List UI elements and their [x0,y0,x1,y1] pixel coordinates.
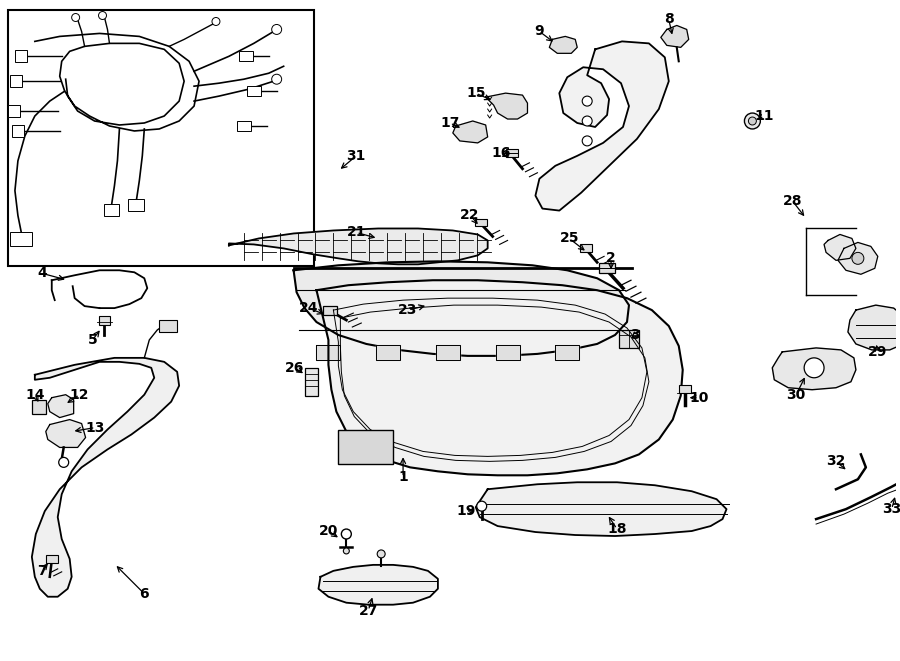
Bar [237,121,251,131]
Circle shape [212,17,220,26]
Circle shape [477,501,487,511]
Bar [304,368,319,396]
Polygon shape [48,395,74,418]
Circle shape [582,136,592,146]
Bar [46,555,58,563]
Polygon shape [476,483,726,536]
Polygon shape [848,305,900,350]
Text: 14: 14 [25,388,45,402]
Bar [338,430,393,465]
Text: 21: 21 [346,225,366,239]
Text: 13: 13 [86,420,105,434]
Circle shape [72,13,79,21]
Polygon shape [453,121,488,143]
Circle shape [582,96,592,106]
Polygon shape [496,345,519,360]
Text: 32: 32 [826,454,846,469]
Text: 11: 11 [754,109,774,123]
Circle shape [272,74,282,84]
Text: 20: 20 [319,524,338,538]
Bar [679,385,690,393]
Text: 15: 15 [466,86,485,100]
Circle shape [744,113,760,129]
Bar [247,86,261,96]
Polygon shape [838,243,878,274]
Text: 17: 17 [440,116,460,130]
Text: 22: 22 [460,208,480,221]
Bar [8,105,20,117]
Bar [10,75,22,87]
Polygon shape [376,345,400,360]
Text: 8: 8 [664,13,674,26]
Text: 4: 4 [37,266,47,280]
Bar [580,245,592,253]
Bar [129,199,144,211]
Text: 24: 24 [299,301,319,315]
Text: 25: 25 [560,231,579,245]
Text: 23: 23 [399,303,418,317]
Text: 28: 28 [782,194,802,208]
Bar [619,330,639,348]
Bar [474,219,487,227]
Text: 10: 10 [689,391,708,405]
Text: 12: 12 [70,388,89,402]
Text: 26: 26 [285,361,304,375]
Polygon shape [486,93,527,119]
Bar [32,400,46,414]
Circle shape [804,358,824,378]
Polygon shape [549,36,577,54]
Bar [12,125,24,137]
Bar [159,320,177,332]
Text: 29: 29 [868,345,887,359]
Circle shape [377,550,385,558]
Polygon shape [293,261,629,356]
Text: 9: 9 [535,24,544,38]
Text: 33: 33 [882,502,900,516]
Polygon shape [555,345,580,360]
Polygon shape [772,348,856,390]
Circle shape [98,11,106,19]
Polygon shape [46,420,86,447]
Circle shape [58,457,68,467]
Polygon shape [32,358,179,597]
Text: 31: 31 [346,149,366,163]
Polygon shape [824,235,856,260]
Polygon shape [661,26,688,48]
Text: 19: 19 [456,504,475,518]
Circle shape [749,117,756,125]
Circle shape [344,548,349,554]
Text: 27: 27 [358,603,378,617]
Bar [8,9,314,266]
Text: 18: 18 [608,522,626,536]
Bar [323,306,338,315]
Polygon shape [317,280,683,475]
Polygon shape [317,345,340,360]
Bar [506,149,518,157]
Text: 16: 16 [492,146,511,160]
Text: 1: 1 [398,470,408,485]
Bar [238,52,253,61]
Circle shape [582,116,592,126]
Bar [15,50,27,62]
Bar [98,316,111,325]
Text: 2: 2 [607,251,616,265]
Text: 7: 7 [37,564,47,578]
Polygon shape [229,229,488,264]
Polygon shape [319,565,438,605]
Polygon shape [536,42,669,211]
Text: 6: 6 [140,587,149,601]
Bar [104,204,120,215]
Circle shape [341,529,351,539]
Text: 3: 3 [630,328,640,342]
Circle shape [852,253,864,264]
Polygon shape [436,345,460,360]
Text: 30: 30 [787,388,806,402]
Circle shape [272,24,282,34]
Bar [599,263,615,273]
Bar [10,233,32,247]
Text: 5: 5 [87,333,97,347]
